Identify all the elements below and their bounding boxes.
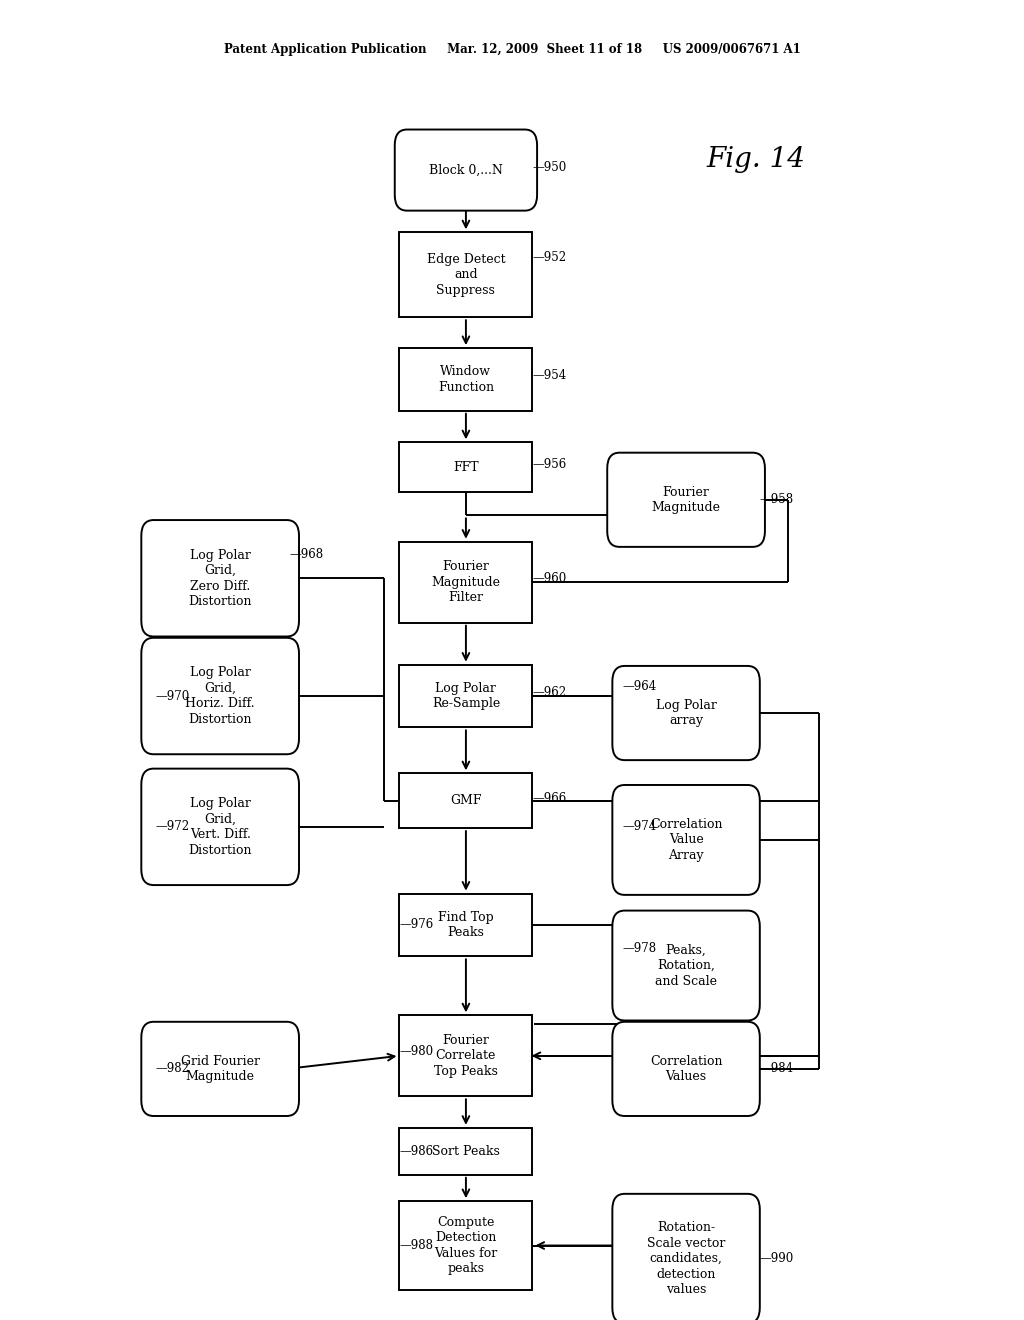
FancyBboxPatch shape	[141, 638, 299, 754]
Text: Log Polar
Grid,
Vert. Diff.
Distortion: Log Polar Grid, Vert. Diff. Distortion	[188, 797, 252, 857]
Text: GMF: GMF	[451, 795, 481, 808]
Text: Rotation-
Scale vector
candidates,
detection
values: Rotation- Scale vector candidates, detec…	[647, 1221, 725, 1296]
FancyBboxPatch shape	[612, 785, 760, 895]
Text: —988: —988	[399, 1239, 433, 1251]
Text: —960: —960	[532, 572, 566, 585]
Text: Log Polar
Grid,
Zero Diff.
Distortion: Log Polar Grid, Zero Diff. Distortion	[188, 549, 252, 609]
Text: —958: —958	[760, 494, 794, 507]
FancyBboxPatch shape	[399, 894, 532, 957]
Text: —954: —954	[532, 370, 566, 381]
Text: Fourier
Magnitude
Filter: Fourier Magnitude Filter	[431, 560, 501, 605]
Text: FFT: FFT	[453, 461, 479, 474]
FancyBboxPatch shape	[399, 1015, 532, 1097]
Text: —978: —978	[623, 942, 656, 956]
Text: Correlation
Values: Correlation Values	[650, 1055, 722, 1084]
FancyBboxPatch shape	[141, 768, 299, 886]
FancyBboxPatch shape	[612, 1022, 760, 1115]
FancyBboxPatch shape	[399, 1127, 532, 1175]
Text: Patent Application Publication     Mar. 12, 2009  Sheet 11 of 18     US 2009/006: Patent Application Publication Mar. 12, …	[223, 44, 801, 57]
Text: Correlation
Value
Array: Correlation Value Array	[650, 818, 722, 862]
Text: —972: —972	[156, 820, 189, 833]
Text: Log Polar
Re-Sample: Log Polar Re-Sample	[432, 681, 500, 710]
Text: Edge Detect
and
Suppress: Edge Detect and Suppress	[427, 252, 505, 297]
Text: Log Polar
Grid,
Horiz. Diff.
Distortion: Log Polar Grid, Horiz. Diff. Distortion	[185, 667, 255, 726]
FancyBboxPatch shape	[612, 1193, 760, 1320]
Text: —956: —956	[532, 458, 566, 471]
Text: Compute
Detection
Values for
peaks: Compute Detection Values for peaks	[434, 1216, 498, 1275]
Text: —976: —976	[399, 919, 433, 932]
FancyBboxPatch shape	[399, 665, 532, 727]
FancyBboxPatch shape	[399, 541, 532, 623]
Text: —968: —968	[290, 548, 324, 561]
FancyBboxPatch shape	[399, 232, 532, 317]
Text: —982: —982	[156, 1063, 189, 1076]
FancyBboxPatch shape	[607, 453, 765, 546]
FancyBboxPatch shape	[399, 1201, 532, 1290]
Text: —964: —964	[623, 680, 656, 693]
Text: Sort Peaks: Sort Peaks	[432, 1144, 500, 1158]
FancyBboxPatch shape	[612, 665, 760, 760]
Text: Log Polar
array: Log Polar array	[655, 698, 717, 727]
Text: —974: —974	[623, 820, 656, 833]
Text: —950: —950	[532, 161, 566, 174]
Text: Find Top
Peaks: Find Top Peaks	[438, 911, 494, 940]
Text: —970: —970	[156, 689, 189, 702]
Text: Grid Fourier
Magnitude: Grid Fourier Magnitude	[180, 1055, 260, 1084]
FancyBboxPatch shape	[141, 520, 299, 636]
Text: Fig. 14: Fig. 14	[707, 147, 806, 173]
Text: —966: —966	[532, 792, 566, 805]
FancyBboxPatch shape	[612, 911, 760, 1020]
Text: —986: —986	[399, 1144, 433, 1158]
Text: —990: —990	[760, 1253, 794, 1265]
FancyBboxPatch shape	[399, 348, 532, 411]
Text: —984: —984	[760, 1063, 794, 1076]
Text: Block 0,...N: Block 0,...N	[429, 164, 503, 177]
FancyBboxPatch shape	[395, 129, 537, 211]
FancyBboxPatch shape	[399, 774, 532, 828]
Text: —952: —952	[532, 251, 566, 264]
Text: Window
Function: Window Function	[438, 366, 494, 393]
Text: —962: —962	[532, 685, 566, 698]
Text: —980: —980	[399, 1045, 433, 1059]
Text: Peaks,
Rotation,
and Scale: Peaks, Rotation, and Scale	[655, 944, 717, 987]
Text: Fourier
Magnitude: Fourier Magnitude	[651, 486, 721, 513]
Text: Fourier
Correlate
Top Peaks: Fourier Correlate Top Peaks	[434, 1034, 498, 1078]
FancyBboxPatch shape	[141, 1022, 299, 1115]
FancyBboxPatch shape	[399, 442, 532, 492]
